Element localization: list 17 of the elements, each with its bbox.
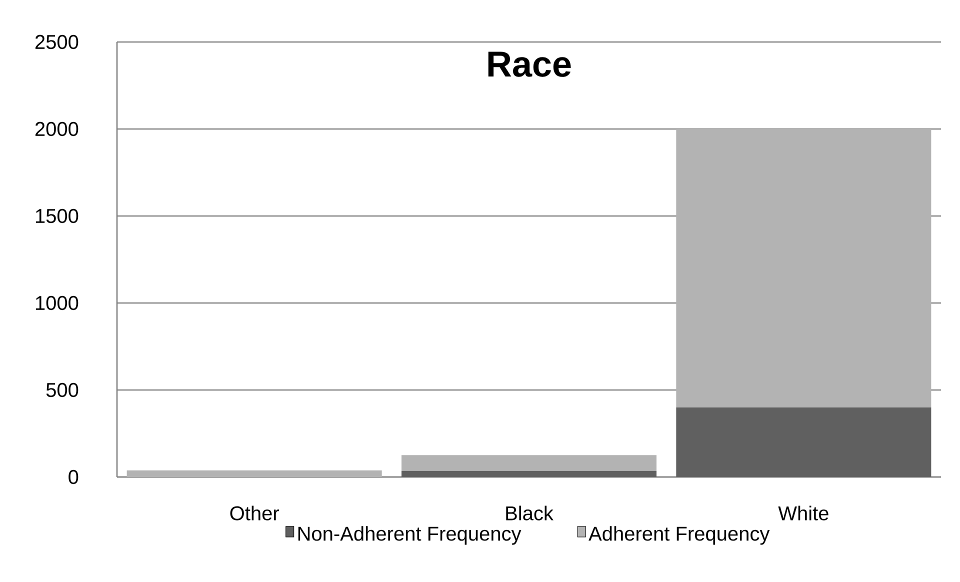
bar <box>676 407 932 477</box>
y-tick-label: 0 <box>68 470 78 484</box>
x-tick-label: Black <box>506 506 554 520</box>
y-tick-label: 2500 <box>35 34 78 50</box>
x-tick-label: Other <box>230 506 279 520</box>
bar <box>126 470 382 477</box>
legend-label: Non-Adherent Frequency <box>298 526 522 545</box>
chart-title: Race <box>488 52 571 77</box>
legend-label: Adherent Frequency <box>588 526 770 545</box>
bar <box>402 470 657 477</box>
y-tick-label: 1500 <box>36 208 78 224</box>
y-tick-label: 2000 <box>35 122 78 136</box>
y-tick-label: 500 <box>46 382 78 398</box>
bar <box>676 128 932 408</box>
x-tick-label: White <box>778 506 828 520</box>
bar <box>402 455 657 471</box>
y-tick-label: 1000 <box>36 296 78 310</box>
